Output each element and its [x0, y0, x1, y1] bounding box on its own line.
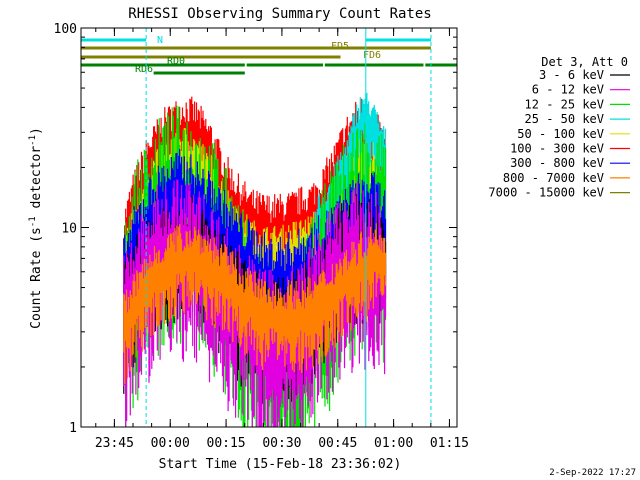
flag-layer: N FD5 FD6 RD0 RD6 [81, 35, 457, 75]
x-tick-label-5: 01:00 [374, 436, 413, 451]
legend-label-7: 800 - 7000 keV [503, 171, 604, 185]
y-axis-label-mid: detector [29, 146, 44, 217]
series-7 [123, 223, 387, 384]
x-tick-label-6: 01:15 [430, 436, 469, 451]
timestamp: 2-Sep-2022 17:27 [549, 468, 636, 478]
flag-label-fd5: FD5 [331, 41, 349, 52]
y-axis-label-sup1: -1 [28, 216, 38, 227]
x-axis-label: Start Time (15-Feb-18 23:36:02) [159, 457, 402, 472]
flag-label-rd6: RD6 [135, 64, 153, 75]
x-tick-label-1: 00:00 [151, 436, 190, 451]
y-axis-label-sup2: -1 [28, 135, 38, 146]
legend-label-2: 12 - 25 keV [525, 97, 604, 111]
legend-label-1: 6 - 12 keV [532, 83, 604, 97]
vline-layer [145, 28, 432, 427]
y-tick-label-2: 100 [54, 22, 77, 37]
legend-header: Det 3, Att 0 [541, 55, 628, 69]
legend-label-4: 50 - 100 keV [517, 127, 604, 141]
legend-label-5: 100 - 300 keV [510, 142, 604, 156]
legend-label-0: 3 - 6 keV [539, 68, 604, 82]
y-tick-label-1: 10 [61, 222, 77, 237]
x-tick-label-4: 00:45 [318, 436, 357, 451]
chart-title: RHESSI Observing Summary Count Rates [128, 6, 431, 22]
y-tick-label-0: 1 [69, 421, 77, 436]
x-tick-label-0: 23:45 [95, 436, 134, 451]
legend-label-6: 300 - 800 keV [510, 156, 604, 170]
y-axis-label-main: Count Rate (s [29, 227, 44, 329]
x-tick-label-3: 00:30 [262, 436, 301, 451]
flag-label-rd0: RD0 [167, 56, 185, 67]
legend-label-3: 25 - 50 keV [525, 112, 604, 126]
x-tick-label-2: 00:15 [207, 436, 246, 451]
flag-label-n: N [157, 35, 163, 46]
y-axis-label: Count Rate (s-1 detector-1) [28, 127, 44, 329]
x-axis: 23:45 00:00 00:15 00:30 00:45 01:00 01:15 [95, 28, 469, 451]
series-layer [123, 92, 387, 427]
flag-label-fd6: FD6 [363, 50, 381, 61]
y-axis-label-end: ) [29, 127, 44, 135]
y-axis: 1 10 100 [54, 22, 457, 436]
legend-label-8: 7000 - 15000 keV [488, 186, 604, 200]
